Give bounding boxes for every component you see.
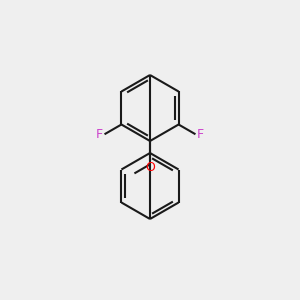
Text: F: F <box>197 128 204 141</box>
Text: F: F <box>96 128 103 141</box>
Text: O: O <box>145 161 155 174</box>
